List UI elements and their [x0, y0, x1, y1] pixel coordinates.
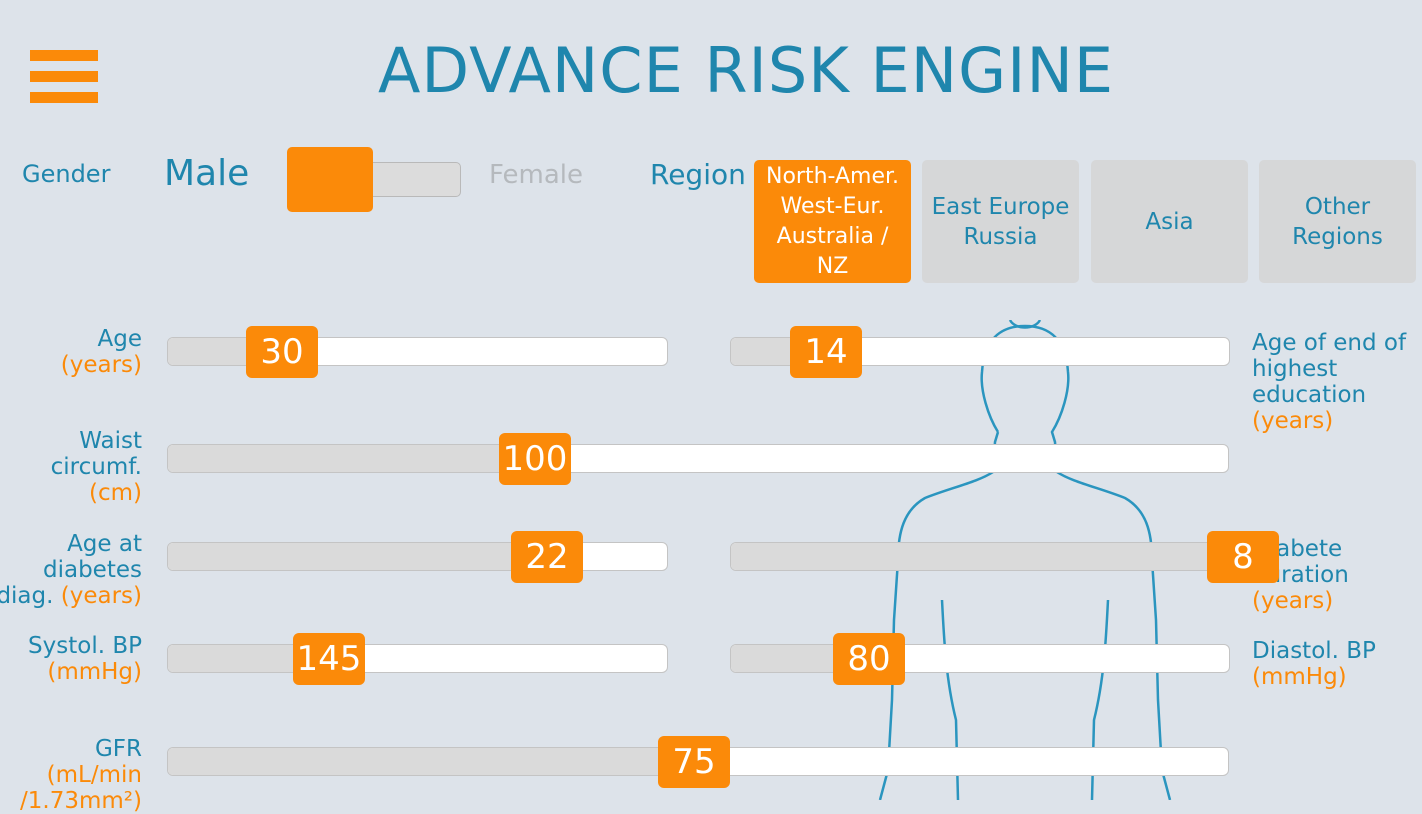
app-title: ADVANCE RISK ENGINE: [378, 34, 1114, 107]
gender-toggle-knob[interactable]: [287, 147, 373, 212]
waist-label: Waist circumf. (cm): [50, 428, 142, 506]
age-slider-track[interactable]: [167, 337, 668, 366]
diabetes-duration-slider-thumb[interactable]: 8: [1207, 531, 1279, 583]
menu-icon[interactable]: [30, 50, 98, 106]
region-option-other-regions[interactable]: Other Regions: [1259, 160, 1416, 283]
diabetes-diagnosis-age-label: Age at diabetes diag. (years): [0, 531, 142, 609]
age-label: Age (years): [60, 326, 142, 378]
diastolic-bp-label: Diastol. BP (mmHg): [1252, 638, 1376, 690]
systolic-bp-slider-track[interactable]: [167, 644, 668, 673]
gfr-slider-thumb[interactable]: 75: [658, 736, 730, 788]
region-option-east-europe-russia[interactable]: East Europe Russia: [922, 160, 1079, 283]
gfr-label: GFR (mL/min /1.73mm²): [20, 736, 142, 814]
diabetes-diagnosis-age-slider-track[interactable]: [167, 542, 668, 571]
waist-slider-thumb[interactable]: 100: [499, 433, 571, 485]
region-label: Region: [650, 158, 746, 191]
waist-slider-track[interactable]: [167, 444, 1229, 473]
diastolic-bp-slider-track[interactable]: [730, 644, 1230, 673]
systolic-bp-slider-thumb[interactable]: 145: [293, 633, 365, 685]
education-age-slider-thumb[interactable]: 14: [790, 326, 862, 378]
gender-female-label[interactable]: Female: [489, 160, 584, 190]
region-option-north-america-west-europe[interactable]: North-Amer. West-Eur. Australia / NZ: [754, 160, 911, 283]
diabetes-duration-slider-track[interactable]: [730, 542, 1230, 571]
diabetes-diagnosis-age-slider-thumb[interactable]: 22: [511, 531, 583, 583]
gender-male-label[interactable]: Male: [164, 153, 250, 194]
age-slider-thumb[interactable]: 30: [246, 326, 318, 378]
gender-label: Gender: [22, 160, 111, 188]
diastolic-bp-slider-thumb[interactable]: 80: [833, 633, 905, 685]
region-option-asia[interactable]: Asia: [1091, 160, 1248, 283]
education-age-label: Age of end of highest education (years): [1252, 330, 1407, 434]
systolic-bp-label: Systol. BP (mmHg): [28, 633, 142, 685]
